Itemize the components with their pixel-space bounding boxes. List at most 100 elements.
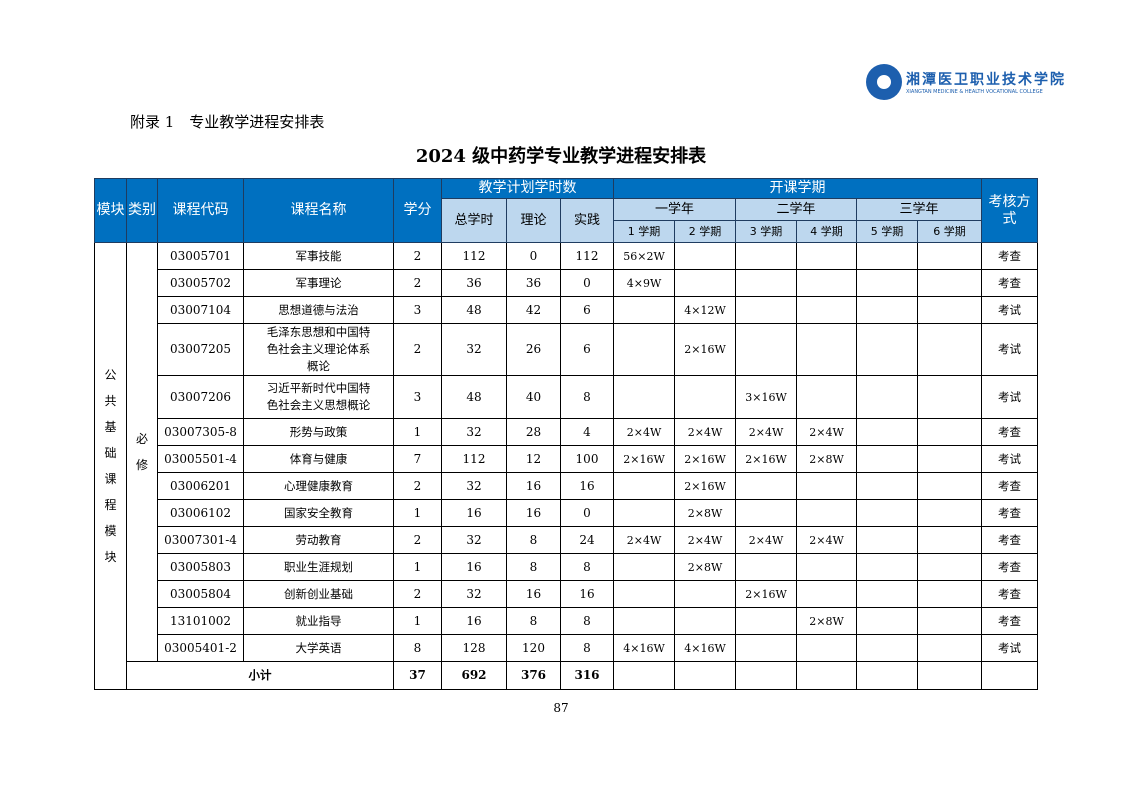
semester-3-cell (735, 323, 797, 376)
course-name: 大学英语 (243, 634, 394, 662)
semester-1-cell (613, 607, 675, 635)
course-name: 创新创业基础 (243, 580, 394, 608)
theory-hours: 8 (506, 553, 561, 581)
semester-3-cell (735, 472, 797, 500)
practice-hours: 8 (560, 634, 614, 662)
semester-2-cell (674, 580, 736, 608)
course-code: 03005702 (157, 269, 244, 297)
semester-3-cell: 3×16W (735, 375, 797, 419)
course-code: 03007104 (157, 296, 244, 324)
semester-1-cell (613, 296, 675, 324)
total-hours: 128 (441, 634, 507, 662)
semester-1-cell: 2×16W (613, 445, 675, 473)
assessment: 考试 (981, 323, 1038, 376)
practice-hours: 16 (560, 472, 614, 500)
header-practice: 实践 (560, 198, 614, 243)
semester-6-cell (917, 472, 982, 500)
semester-3-cell (735, 296, 797, 324)
table-row: 03007205 毛泽东思想和中国特色社会主义理论体系概论 2 32 26 6 2×16W 考… (95, 323, 1038, 376)
theory-hours: 16 (506, 472, 561, 500)
theory-hours: 16 (506, 580, 561, 608)
semester-4-cell: 2×8W (796, 445, 857, 473)
semester-2-cell: 2×4W (674, 526, 736, 554)
header-code: 课程代码 (157, 178, 244, 243)
page-number: 87 (553, 701, 569, 715)
total-hours: 32 (441, 323, 507, 376)
semester-5-cell (856, 445, 918, 473)
semester-1-cell (613, 323, 675, 376)
course-code: 03005701 (157, 242, 244, 270)
header-year-2: 二学年 (735, 198, 857, 221)
logo-name-en: XIANGTAN MEDICINE & HEALTH VOCATIONAL CO… (906, 89, 1043, 95)
semester-2-cell: 2×16W (674, 472, 736, 500)
semester-3-cell: 2×4W (735, 526, 797, 554)
total-hours: 48 (441, 296, 507, 324)
semester-2-cell: 2×8W (674, 553, 736, 581)
credit: 2 (393, 580, 442, 608)
theory-hours: 16 (506, 499, 561, 527)
theory-hours: 26 (506, 323, 561, 376)
course-code: 03005803 (157, 553, 244, 581)
semester-6-cell (917, 418, 982, 446)
semester-1-cell (613, 375, 675, 419)
practice-hours: 0 (560, 499, 614, 527)
assessment: 考查 (981, 269, 1038, 297)
subtotal-label: 小计 (126, 661, 394, 690)
theory-hours: 12 (506, 445, 561, 473)
semester-4-cell (796, 580, 857, 608)
course-code: 03006102 (157, 499, 244, 527)
table-row: 13101002 就业指导 1 16 8 8 2×8W 考查 (95, 607, 1038, 635)
credit: 2 (393, 242, 442, 270)
subtotal-row: 小计 37 692 376 316 (95, 661, 1038, 690)
theory-hours: 28 (506, 418, 561, 446)
semester-1-cell: 2×4W (613, 418, 675, 446)
semester-2-cell: 4×12W (674, 296, 736, 324)
header-semester-group: 开课学期 (613, 178, 982, 199)
assessment: 考查 (981, 242, 1038, 270)
course-name: 职业生涯规划 (243, 553, 394, 581)
assessment: 考试 (981, 634, 1038, 662)
course-name: 形势与政策 (243, 418, 394, 446)
semester-5-cell (856, 269, 918, 297)
semester-6-cell (917, 526, 982, 554)
semester-1-cell: 56×2W (613, 242, 675, 270)
appendix-heading: 附录 1 专业教学进程安排表 (130, 113, 325, 131)
theory-hours: 8 (506, 526, 561, 554)
semester-2-cell: 2×4W (674, 418, 736, 446)
course-code: 03005401-2 (157, 634, 244, 662)
semester-2-cell: 2×16W (674, 323, 736, 376)
subtotal-total: 692 (441, 661, 507, 690)
module-cell: 公共基础课程模块 (94, 242, 127, 690)
semester-5-cell (856, 418, 918, 446)
theory-hours: 0 (506, 242, 561, 270)
semester-5-cell (856, 242, 918, 270)
semester-6-cell (917, 580, 982, 608)
semester-6-cell (917, 269, 982, 297)
semester-4-cell (796, 472, 857, 500)
assessment: 考查 (981, 607, 1038, 635)
table-row: 03005803 职业生涯规划 1 16 8 8 2×8W 考查 (95, 553, 1038, 581)
semester-5-cell (856, 499, 918, 527)
semester-5-cell (856, 526, 918, 554)
assessment: 考查 (981, 418, 1038, 446)
header-semester-1: 1 学期 (613, 220, 675, 243)
credit: 7 (393, 445, 442, 473)
credit: 3 (393, 375, 442, 419)
theory-hours: 42 (506, 296, 561, 324)
semester-6-cell (917, 375, 982, 419)
semester-3-cell (735, 499, 797, 527)
assessment: 考查 (981, 499, 1038, 527)
subtotal-credit: 37 (393, 661, 442, 690)
semester-5-cell (856, 375, 918, 419)
semester-2-cell: 2×16W (674, 445, 736, 473)
total-hours: 48 (441, 375, 507, 419)
semester-4-cell (796, 499, 857, 527)
theory-hours: 36 (506, 269, 561, 297)
semester-2-cell (674, 607, 736, 635)
practice-hours: 8 (560, 375, 614, 419)
semester-5-cell (856, 580, 918, 608)
header-category: 类别 (126, 178, 158, 243)
credit: 2 (393, 472, 442, 500)
credit: 2 (393, 269, 442, 297)
credit: 2 (393, 323, 442, 376)
